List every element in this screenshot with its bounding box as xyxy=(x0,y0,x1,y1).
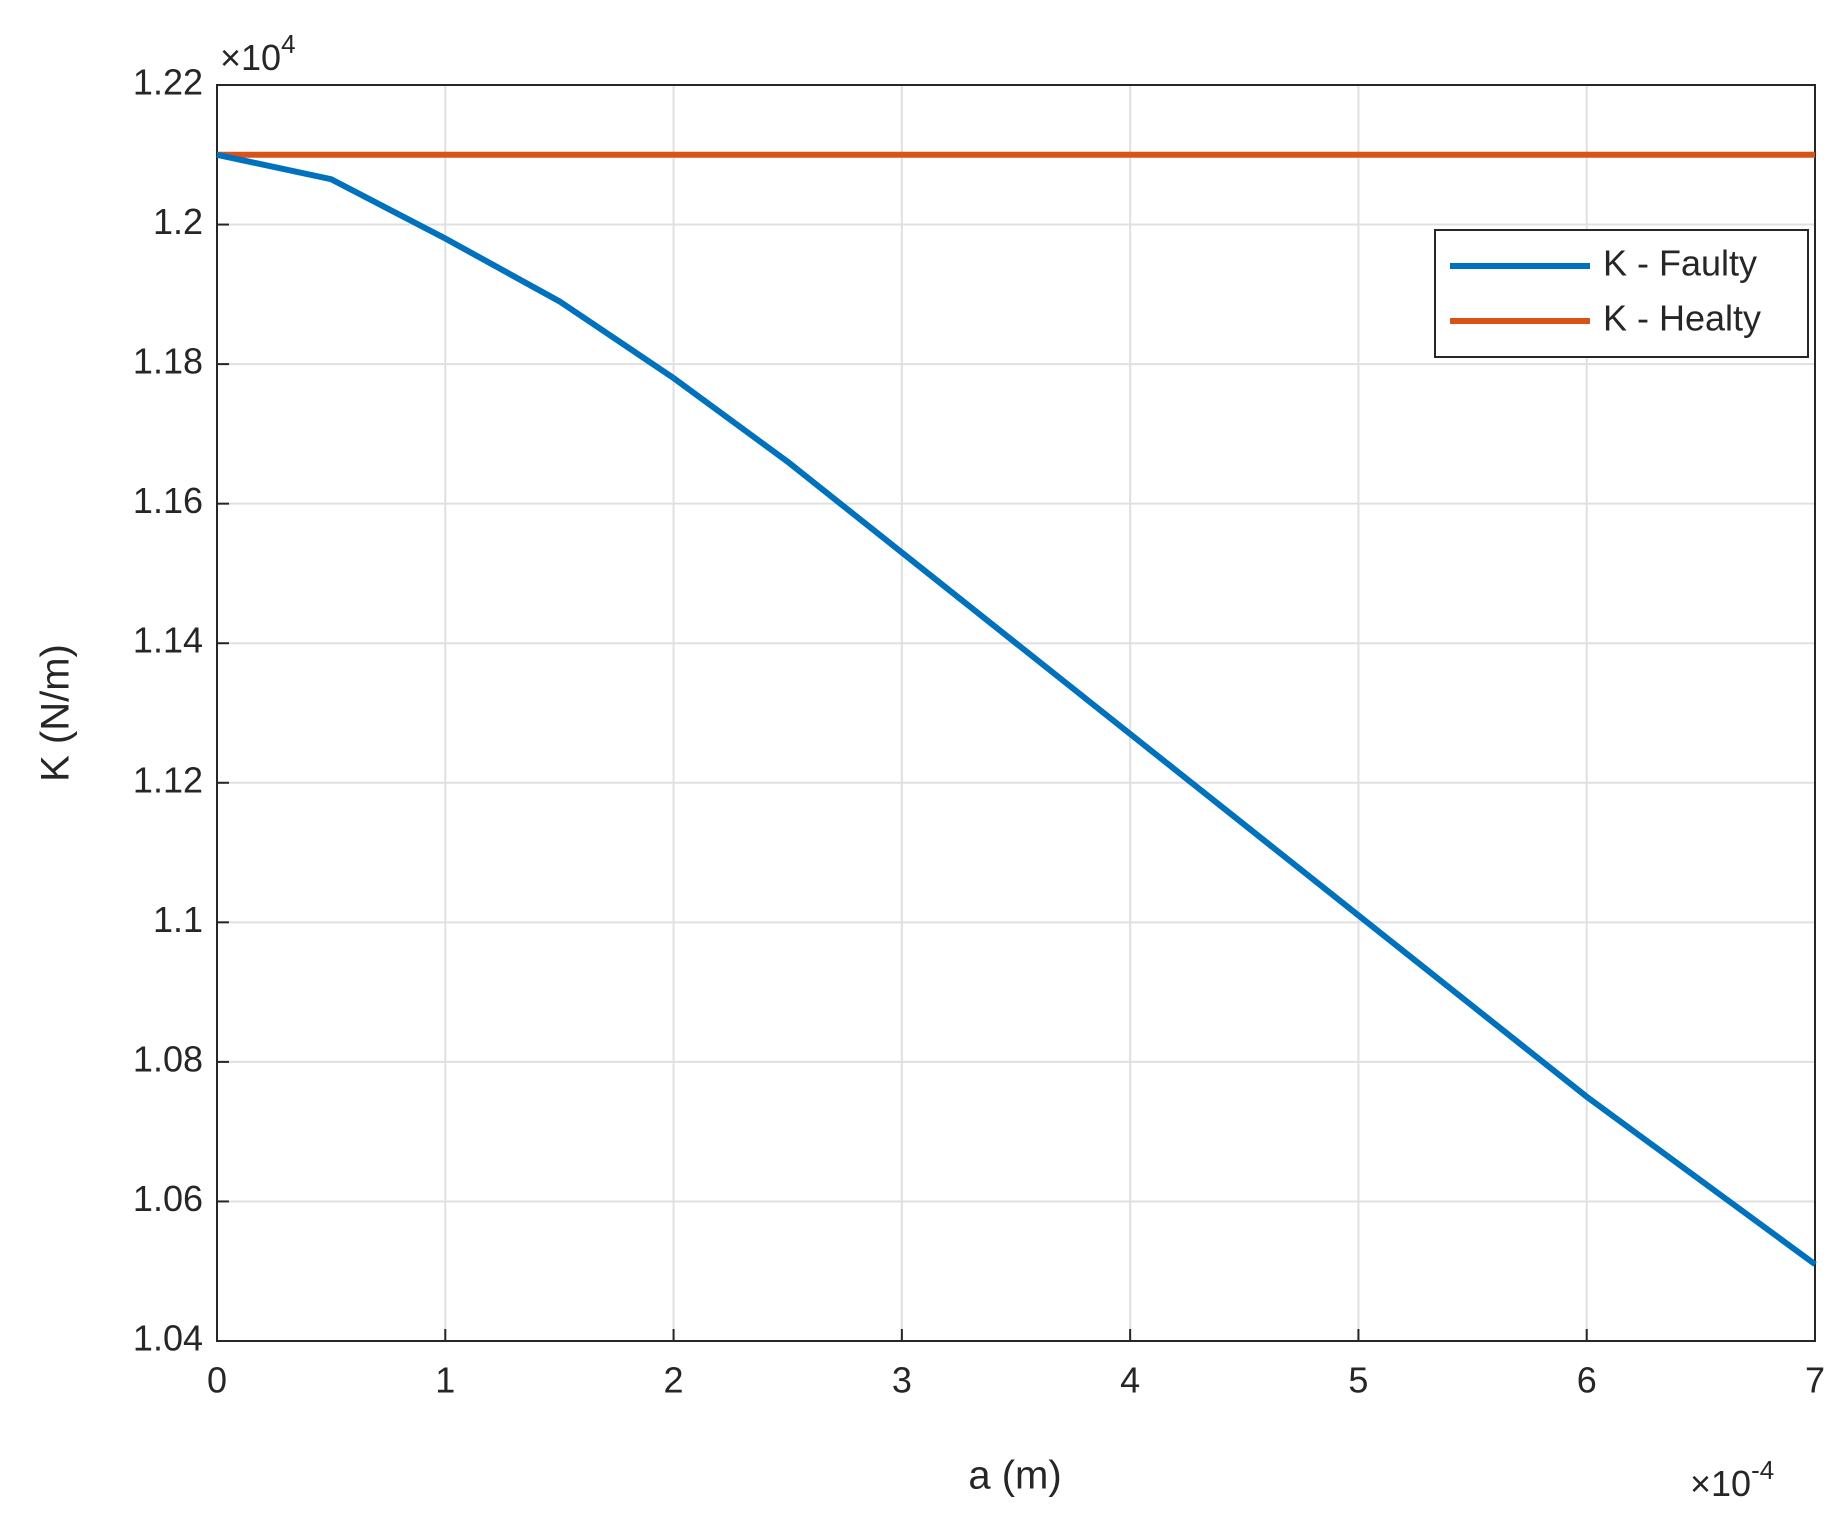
y-tick-label: 1.04 xyxy=(133,1318,203,1359)
y-multiplier: ×104 xyxy=(220,29,296,78)
y-tick-label: 1.18 xyxy=(133,341,203,382)
y-multiplier-exponent: 4 xyxy=(281,29,295,59)
legend-box xyxy=(1434,229,1809,358)
x-tick-label: 4 xyxy=(1120,1360,1140,1401)
x-tick-label: 1 xyxy=(435,1360,455,1401)
y-tick-label: 1.12 xyxy=(133,759,203,800)
y-tick-label: 1.14 xyxy=(133,620,203,661)
x-tick-label: 2 xyxy=(664,1360,684,1401)
data-line xyxy=(216,151,1817,1267)
x-tick-label: 5 xyxy=(1348,1360,1368,1401)
y-axis-label: K (N/m) xyxy=(34,644,78,782)
x-tick-label: 3 xyxy=(892,1360,912,1401)
x-multiplier: ×10-4 xyxy=(1690,1455,1774,1504)
y-tick-label: 1.08 xyxy=(133,1038,203,1079)
y-tick-label: 1.1 xyxy=(153,899,203,940)
y-tick-label: 1.2 xyxy=(153,201,203,242)
y-multiplier-base: ×10 xyxy=(220,37,281,78)
x-tick-label: 7 xyxy=(1805,1360,1825,1401)
plot-frame xyxy=(216,84,1816,1342)
x-axis-label: a (m) xyxy=(968,1454,1061,1498)
y-tick-label: 1.22 xyxy=(133,62,203,103)
x-tick-label: 6 xyxy=(1577,1360,1597,1401)
legend-label: K - Healty xyxy=(1603,298,1761,339)
legend-label: K - Faulty xyxy=(1603,243,1757,284)
y-tick-label: 1.16 xyxy=(133,480,203,521)
y-tick-label: 1.06 xyxy=(133,1178,203,1219)
x-tick-label: 0 xyxy=(207,1360,227,1401)
x-multiplier-exponent: -4 xyxy=(1751,1455,1774,1485)
x-multiplier-base: ×10 xyxy=(1690,1463,1751,1504)
